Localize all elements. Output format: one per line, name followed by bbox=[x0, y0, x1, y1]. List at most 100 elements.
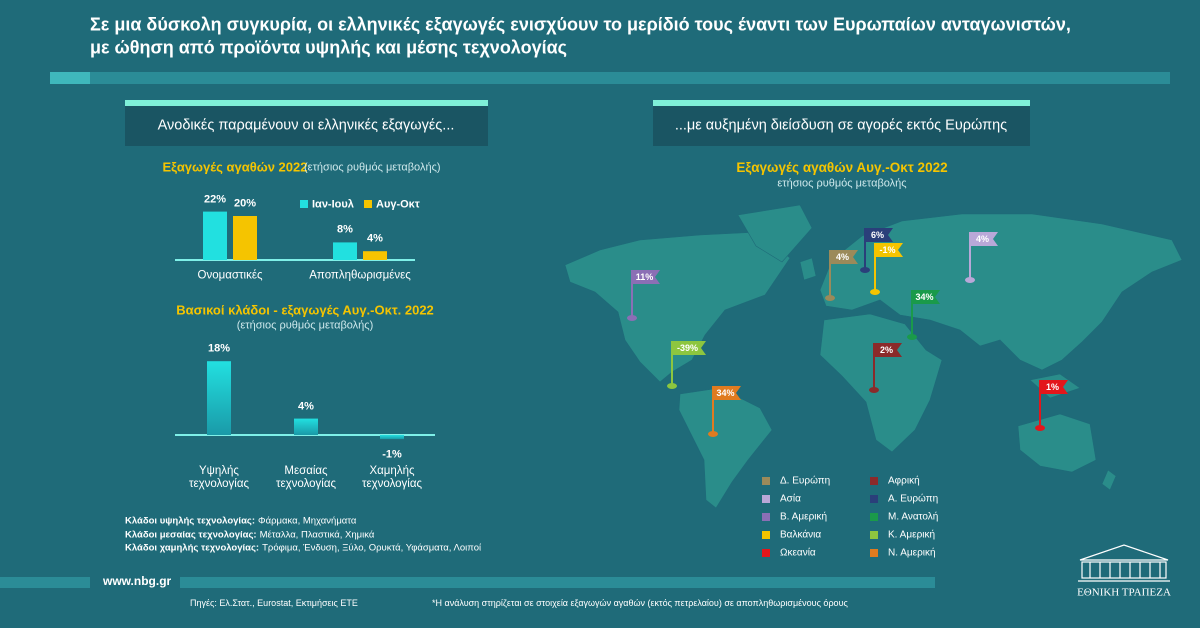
legend-swatch bbox=[870, 477, 878, 485]
logo-building bbox=[1078, 544, 1170, 582]
note-text: Τρόφιμα, Ένδυση, Ξύλο, Ορυκτά, Υφάσματα,… bbox=[262, 542, 482, 554]
data-label: 34% bbox=[915, 291, 934, 302]
title-line: Σε μια δύσκολη συγκυρία, οι ελληνικές εξ… bbox=[90, 14, 1071, 35]
flag bbox=[825, 250, 858, 301]
top-stripe-accent bbox=[50, 72, 90, 84]
chart-subtitle: (ετήσιος ρυθμός μεταβολής) bbox=[304, 161, 441, 174]
x-tick-label: Μεσαίας τεχνολογίας bbox=[275, 464, 337, 490]
flag-cloth bbox=[874, 343, 902, 357]
legend-label: Κ. Αμερική bbox=[888, 529, 936, 541]
legend-label: Ωκεανία bbox=[780, 547, 816, 559]
legend-label: Αφρική bbox=[888, 475, 920, 487]
data-label: -39% bbox=[676, 342, 699, 353]
legend-swatch bbox=[762, 531, 770, 539]
chart-subtitle: ετήσιος ρυθμός μεταβολής bbox=[777, 177, 907, 190]
data-label: 6% bbox=[870, 229, 885, 240]
bar bbox=[333, 242, 357, 260]
legend-label: Δ. Ευρώπη bbox=[780, 475, 831, 487]
data-label: 11% bbox=[635, 271, 654, 282]
footer-sources: Πηγές: Ελ.Στατ., Eurostat, Εκτιμήσεις ΕΤ… bbox=[190, 597, 358, 608]
bar bbox=[380, 435, 404, 440]
flag bbox=[667, 341, 706, 389]
bar bbox=[363, 251, 387, 260]
x-tick-label: Αποπληθωρισμένες bbox=[309, 269, 411, 282]
legend-label: Ν. Αμερική bbox=[888, 547, 936, 559]
data-label: 4% bbox=[835, 251, 850, 262]
chart-title: Εξαγωγές αγαθών 2022 bbox=[162, 159, 308, 175]
url-gap bbox=[90, 574, 180, 591]
legend-swatch bbox=[870, 513, 878, 521]
logo-text: ΕΘΝΙΚΗ ΤΡΑΠΕΖΑ bbox=[1077, 586, 1171, 599]
note-text: Φάρμακα, Μηχανήματα bbox=[258, 515, 357, 527]
data-label: 20% bbox=[233, 197, 257, 210]
legend-label: Β. Αμερική bbox=[780, 511, 828, 523]
data-label: -1% bbox=[879, 244, 896, 255]
title-line: με ώθηση από προϊόντα υψηλής και μέσης τ… bbox=[90, 37, 568, 58]
footer-note: *Η ανάλυση στηρίζεται σε στοιχεία εξαγωγ… bbox=[432, 597, 848, 608]
flag-cloth bbox=[865, 228, 893, 242]
flag bbox=[627, 270, 660, 321]
bottom-stripe bbox=[0, 577, 935, 588]
note-text: Μέταλλα, Πλαστικά, Χημικά bbox=[259, 529, 375, 541]
bar bbox=[233, 216, 257, 260]
flag bbox=[869, 343, 902, 393]
legend-label: Ιαν-Ιουλ bbox=[312, 198, 354, 211]
flag bbox=[1035, 380, 1068, 431]
flag-cloth bbox=[875, 243, 903, 257]
data-label: 1% bbox=[1045, 381, 1060, 392]
legend-swatch bbox=[762, 495, 770, 503]
note-label: Κλάδοι υψηλής τεχνολογίας: bbox=[125, 515, 256, 527]
data-label: 22% bbox=[203, 193, 227, 206]
flag-cloth bbox=[632, 270, 660, 284]
data-label: 4% bbox=[975, 233, 990, 244]
x-tick-label: Χαμηλής τεχνολογίας bbox=[361, 464, 423, 490]
chart-subtitle: (ετήσιος ρυθμός μεταβολής) bbox=[236, 319, 374, 332]
legend-swatch bbox=[870, 495, 878, 503]
map-land bbox=[564, 204, 1183, 509]
legend-swatch bbox=[762, 549, 770, 557]
bar bbox=[294, 418, 318, 435]
chart-title: Εξαγωγές αγαθών Αυγ.-Οκτ 2022 bbox=[736, 160, 948, 176]
flag-cloth bbox=[970, 232, 998, 246]
legend-swatch bbox=[300, 200, 308, 208]
bar bbox=[207, 361, 231, 435]
panel-heading: Ανοδικές παραμένουν οι ελληνικές εξαγωγέ… bbox=[157, 117, 455, 134]
flag bbox=[708, 386, 741, 437]
x-tick-label: Υψηλής τεχνολογίας bbox=[188, 464, 250, 490]
flag-cloth bbox=[912, 290, 940, 304]
flag bbox=[907, 290, 940, 340]
data-label: 4% bbox=[298, 400, 314, 413]
note-label: Κλάδοι χαμηλής τεχνολογίας: bbox=[125, 542, 260, 554]
chart-title: Βασικοί κλάδοι - εξαγωγές Αυγ.-Οκτ. 2022 bbox=[176, 302, 434, 318]
data-label: 34% bbox=[716, 387, 735, 398]
footer-url: www.nbg.gr bbox=[103, 574, 172, 589]
flag-cloth bbox=[830, 250, 858, 264]
note-label: Κλάδοι μεσαίας τεχνολογίας: bbox=[125, 529, 257, 541]
panel-heading: ...με αυξημένη διείσδυση σε αγορές εκτός… bbox=[674, 117, 1008, 134]
legend-swatch bbox=[762, 477, 770, 485]
flag bbox=[870, 243, 903, 295]
flag bbox=[860, 228, 893, 273]
legend-swatch bbox=[870, 549, 878, 557]
data-label: 4% bbox=[367, 232, 383, 245]
legend-label: Βαλκάνια bbox=[780, 529, 822, 541]
top-stripe bbox=[50, 72, 1170, 84]
panel-accent bbox=[125, 100, 488, 106]
legend-swatch bbox=[870, 531, 878, 539]
data-label: -1% bbox=[382, 448, 402, 461]
flag-cloth bbox=[713, 386, 741, 400]
data-label: 18% bbox=[207, 342, 231, 355]
legend-label: Αυγ-Οκτ bbox=[376, 198, 420, 211]
legend-label: Μ. Ανατολή bbox=[888, 511, 939, 523]
panel-heading-box bbox=[653, 106, 1030, 146]
legend-label: Α. Ευρώπη bbox=[888, 493, 939, 505]
flag-cloth bbox=[672, 341, 706, 355]
x-tick-label: Ονομαστικές bbox=[197, 269, 263, 282]
legend-swatch bbox=[762, 513, 770, 521]
legend-swatch bbox=[364, 200, 372, 208]
flag bbox=[965, 232, 998, 283]
panel-heading-box bbox=[125, 106, 488, 146]
legend-label: Ασία bbox=[780, 493, 801, 505]
